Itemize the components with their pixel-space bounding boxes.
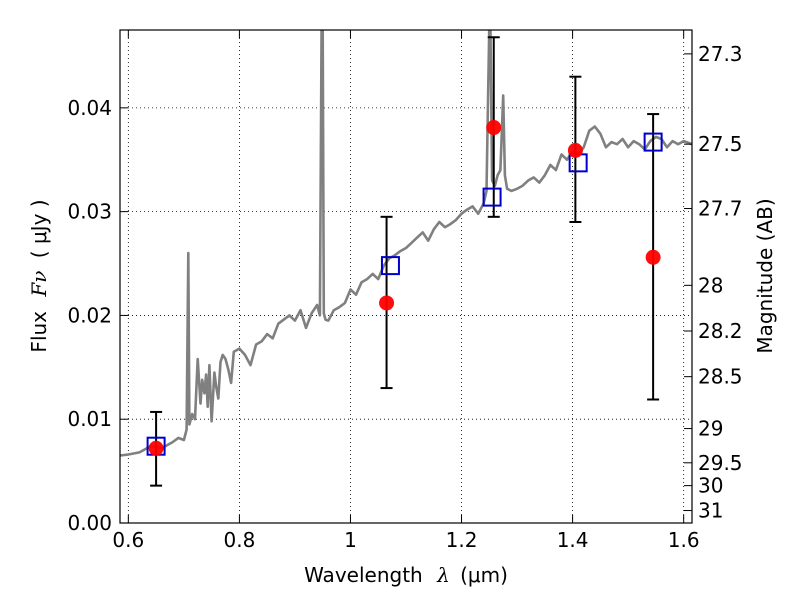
right-tick-label: 29.5: [698, 451, 743, 475]
x-axis-label-unit: (μm): [460, 563, 508, 587]
right-axis-label: Magnitude (AB): [753, 198, 777, 353]
right-tick-label: 28: [698, 273, 723, 297]
x-tick-label: 0.8: [223, 528, 255, 552]
grid: [120, 30, 692, 524]
x-axis-label-text: Wavelength: [304, 563, 423, 587]
x-axis: 0.6 0.8 1 1.2 1.4 1.6: [112, 30, 700, 552]
observed-point: [567, 142, 583, 158]
x-axis-label: Wavelength λ (μm): [304, 563, 508, 587]
model-series: [146, 132, 663, 456]
model-point: [380, 256, 400, 276]
right-tick-label: 28.5: [698, 365, 743, 389]
y-tick-label: 0.01: [67, 407, 112, 431]
right-tick-label: 30: [698, 474, 723, 498]
observed-point: [148, 440, 164, 456]
model-point: [643, 132, 663, 152]
y-axis-label-unit: ( μJy ): [27, 199, 51, 258]
y-tick-label: 0.02: [67, 303, 112, 327]
y-axis-label: Flux Fν ( μJy ): [27, 199, 51, 352]
x-axis-label-symbol: λ: [436, 563, 450, 587]
right-tick-label: 28.2: [698, 319, 743, 343]
observed-point: [645, 249, 661, 265]
y-tick-label: 0.00: [67, 511, 112, 535]
spectrum-line: [120, 30, 692, 457]
x-tick-label: 1.4: [557, 528, 589, 552]
right-tick-label: 27.3: [698, 42, 743, 66]
y-axis-label-text: Flux: [27, 311, 51, 353]
plot-frame: [119, 29, 693, 524]
y-tick-label: 0.04: [67, 96, 112, 120]
x-tick-label: 1.6: [668, 528, 700, 552]
x-tick-label: 1: [344, 528, 357, 552]
right-tick-label: 27.7: [698, 197, 743, 221]
right-tick-label: 29: [698, 417, 723, 441]
observed-point: [379, 295, 395, 311]
y-axis: 0.00 0.01 0.02 0.03 0.04: [67, 96, 128, 535]
model-point: [482, 187, 502, 207]
spectrum-series: [120, 30, 692, 457]
right-tick-label: 27.5: [698, 132, 743, 156]
y-tick-label: 0.03: [67, 200, 112, 224]
observed-point: [486, 120, 502, 136]
right-tick-label: 31: [698, 499, 723, 523]
x-tick-label: 0.6: [112, 528, 144, 552]
observed-errorbars: [150, 36, 660, 487]
observed-series: [148, 120, 661, 456]
x-tick-label: 1.2: [446, 528, 478, 552]
y-axis-label-symbol: Fν: [27, 271, 51, 298]
